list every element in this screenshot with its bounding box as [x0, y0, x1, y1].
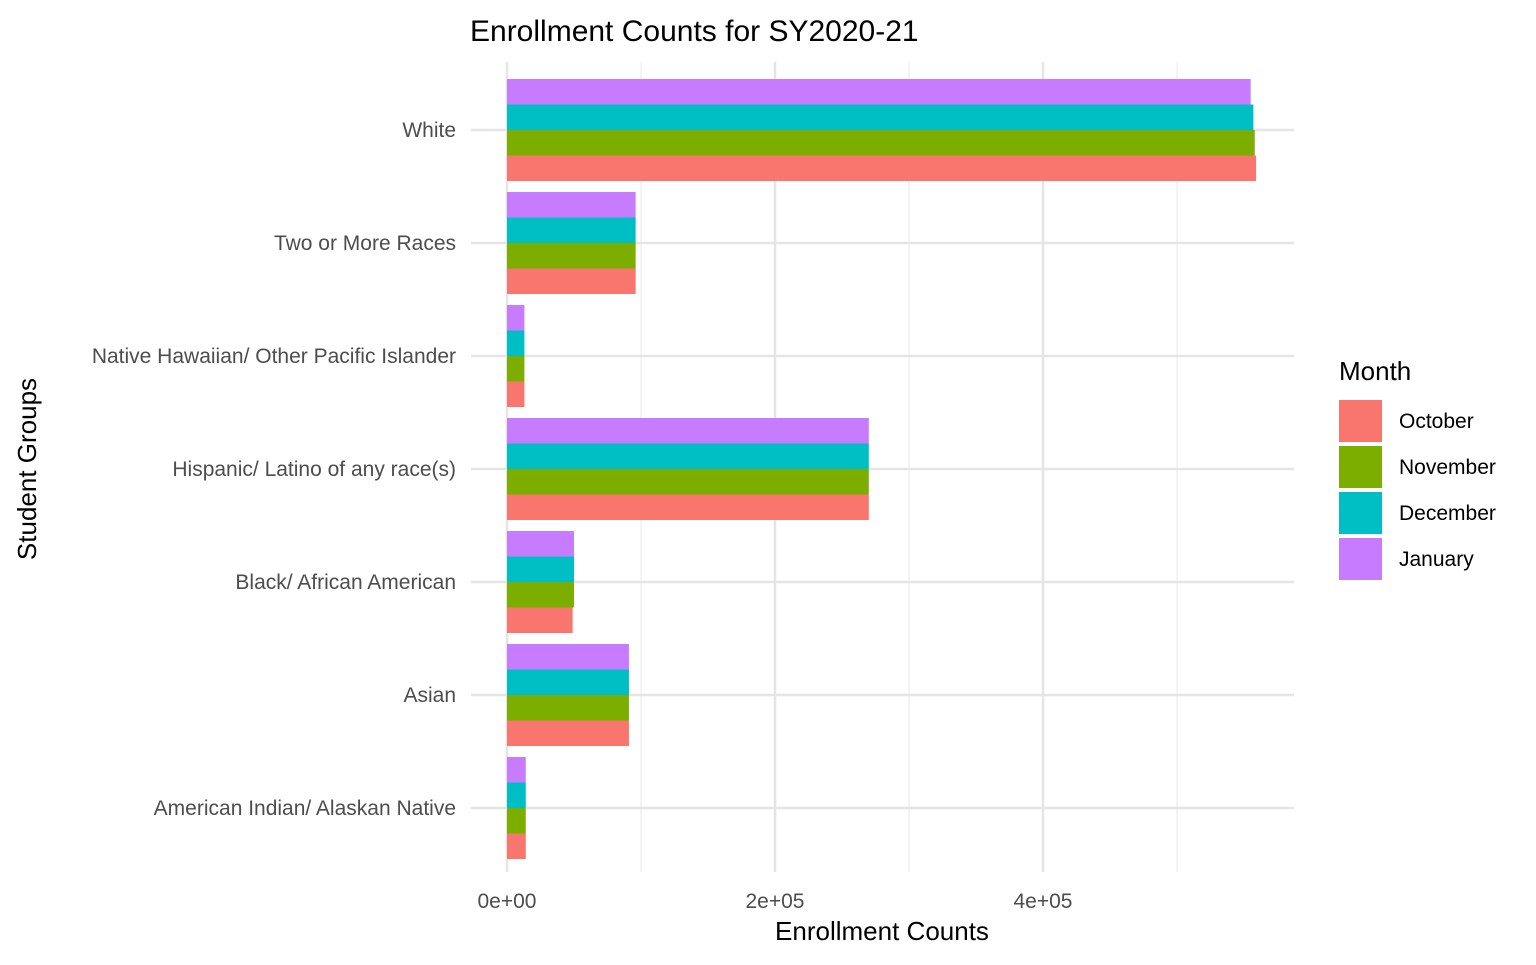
bar — [507, 243, 636, 269]
bar — [507, 582, 574, 608]
legend-key — [1339, 492, 1382, 534]
bar — [507, 757, 526, 783]
bar — [507, 130, 1255, 156]
bar — [507, 833, 526, 859]
bar — [507, 356, 525, 382]
x-axis-title: Enrollment Counts — [775, 916, 989, 946]
legend-label: October — [1399, 410, 1474, 433]
legend-label: November — [1399, 456, 1496, 479]
bar — [507, 192, 636, 218]
y-tick-label: Two or More Races — [274, 232, 456, 255]
y-tick-label: Black/ African American — [235, 571, 456, 594]
legend-label: December — [1399, 502, 1496, 525]
bar — [507, 268, 636, 294]
bar — [507, 79, 1251, 105]
x-tick-label: 0e+00 — [478, 890, 537, 913]
chart-title: Enrollment Counts for SY2020-21 — [470, 15, 919, 48]
bar — [507, 305, 525, 331]
y-axis-title: Student Groups — [12, 378, 42, 560]
bar — [507, 469, 869, 495]
bar — [507, 808, 526, 834]
bar — [507, 782, 526, 808]
bar — [507, 494, 869, 520]
x-axis-tick-labels: 0e+00 2e+05 4e+05 — [478, 890, 1073, 913]
legend-items: October November December January — [1339, 400, 1496, 580]
legend-key — [1339, 400, 1382, 442]
bar — [507, 556, 574, 582]
bar — [507, 443, 869, 469]
bar — [507, 720, 629, 746]
bar — [507, 217, 636, 243]
legend-title: Month — [1339, 356, 1411, 386]
legend-key — [1339, 446, 1382, 488]
bars — [507, 79, 1257, 859]
y-tick-label: American Indian/ Alaskan Native — [154, 797, 456, 820]
bar — [507, 669, 629, 695]
y-tick-label: Native Hawaiian/ Other Pacific Islander — [92, 345, 456, 368]
bar — [507, 104, 1254, 130]
x-tick-label: 2e+05 — [746, 890, 805, 913]
y-axis-category-labels: American Indian/ Alaskan Native Asian Blac… — [92, 119, 456, 820]
y-tick-label: White — [402, 119, 456, 142]
bar — [507, 418, 869, 444]
legend-key — [1339, 538, 1382, 580]
y-tick-label: Hispanic/ Latino of any race(s) — [172, 458, 456, 481]
bar — [507, 531, 574, 557]
bar — [507, 330, 525, 356]
legend-label: January — [1399, 548, 1474, 571]
x-tick-label: 4e+05 — [1014, 890, 1073, 913]
y-tick-label: Asian — [403, 684, 456, 707]
bar — [507, 155, 1257, 181]
legend: Month October November December January — [1339, 356, 1496, 580]
bar — [507, 695, 629, 721]
bar — [507, 644, 629, 670]
bar — [507, 607, 573, 633]
bar — [507, 381, 525, 407]
